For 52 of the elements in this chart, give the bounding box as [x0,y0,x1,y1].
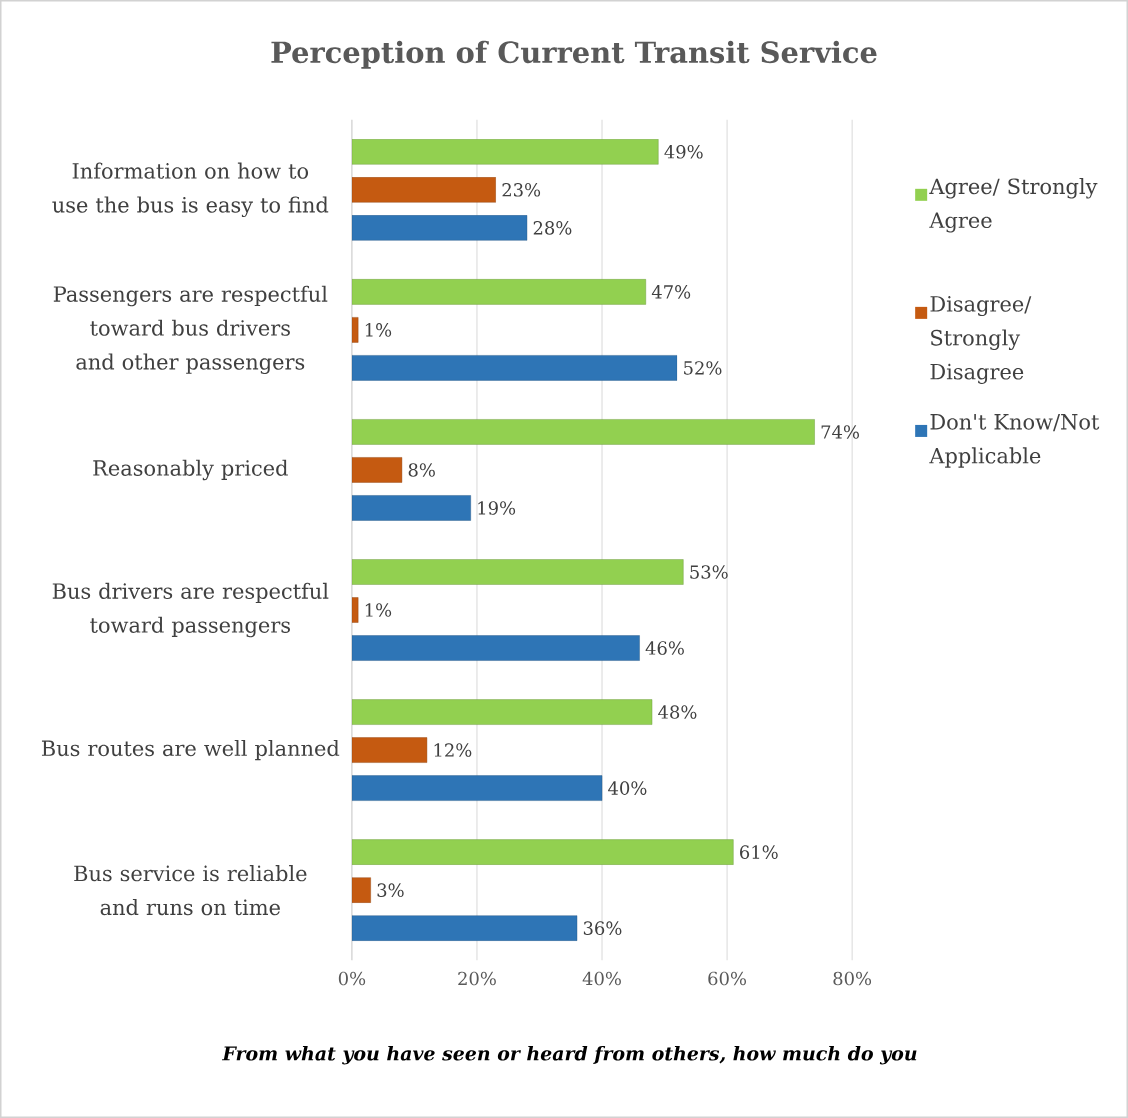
x-tick-label: 20% [458,971,496,986]
legend-label: Don't Know/Not Applicable [929,414,1100,468]
bar [351,177,496,203]
data-label: 3% [377,883,404,897]
x-tick-label: 40% [582,971,621,986]
bar [351,495,471,521]
data-label: 36% [583,921,622,935]
data-label: 46% [645,641,684,655]
data-label: 12% [434,743,472,757]
bar [351,775,603,801]
data-label: 19% [478,501,516,515]
bar [351,215,528,241]
bar [351,839,734,865]
y-tick-label: Reasonably priced [93,459,288,481]
bar [351,317,359,343]
y-tick-label: Bus drivers are respectful toward passengers [52,582,329,638]
bar [351,877,371,903]
bar [351,279,646,305]
y-tick-label: Passengers are respectful toward bus drivers and other passengers [53,285,328,375]
y-tick-label: Information on how to use the bus is easy to find [52,162,329,218]
data-label: 1% [365,603,392,617]
data-label: 1% [365,323,392,337]
data-label: 53% [690,565,728,579]
data-label: 52% [684,361,722,375]
x-tick-label: 60% [708,971,747,986]
bar [351,139,659,165]
y-tick-label: Bus routes are well planned [41,739,340,761]
chart-title: Perception of Current Transit Service [271,40,877,69]
bar [351,915,578,941]
data-label: 40% [608,781,647,795]
bar [351,597,359,623]
legend-label: Disagree/ Strongly Disagree [930,296,1032,384]
bar [351,419,815,445]
data-label: 47% [651,285,691,299]
data-label: 74% [821,425,859,439]
bar [351,355,678,381]
data-label: 8% [408,463,435,477]
bar [351,559,684,585]
bar [351,699,653,725]
data-label: 28% [533,221,572,235]
bar [351,457,403,483]
data-label: 61% [740,845,778,859]
legend-label: Agree/ Strongly Agree [929,178,1098,233]
x-tick-label: 0% [338,971,366,986]
bar [351,737,428,763]
x-tick-label: 80% [833,971,872,986]
x-axis-title: From what you have seen or heard from others, how much do you [221,1045,917,1065]
data-label: 48% [658,705,697,719]
bar [351,635,640,661]
data-label: 49% [664,145,703,159]
data-label: 23% [502,183,541,197]
y-tick-label: Bus service is reliable and runs on time [74,865,307,916]
